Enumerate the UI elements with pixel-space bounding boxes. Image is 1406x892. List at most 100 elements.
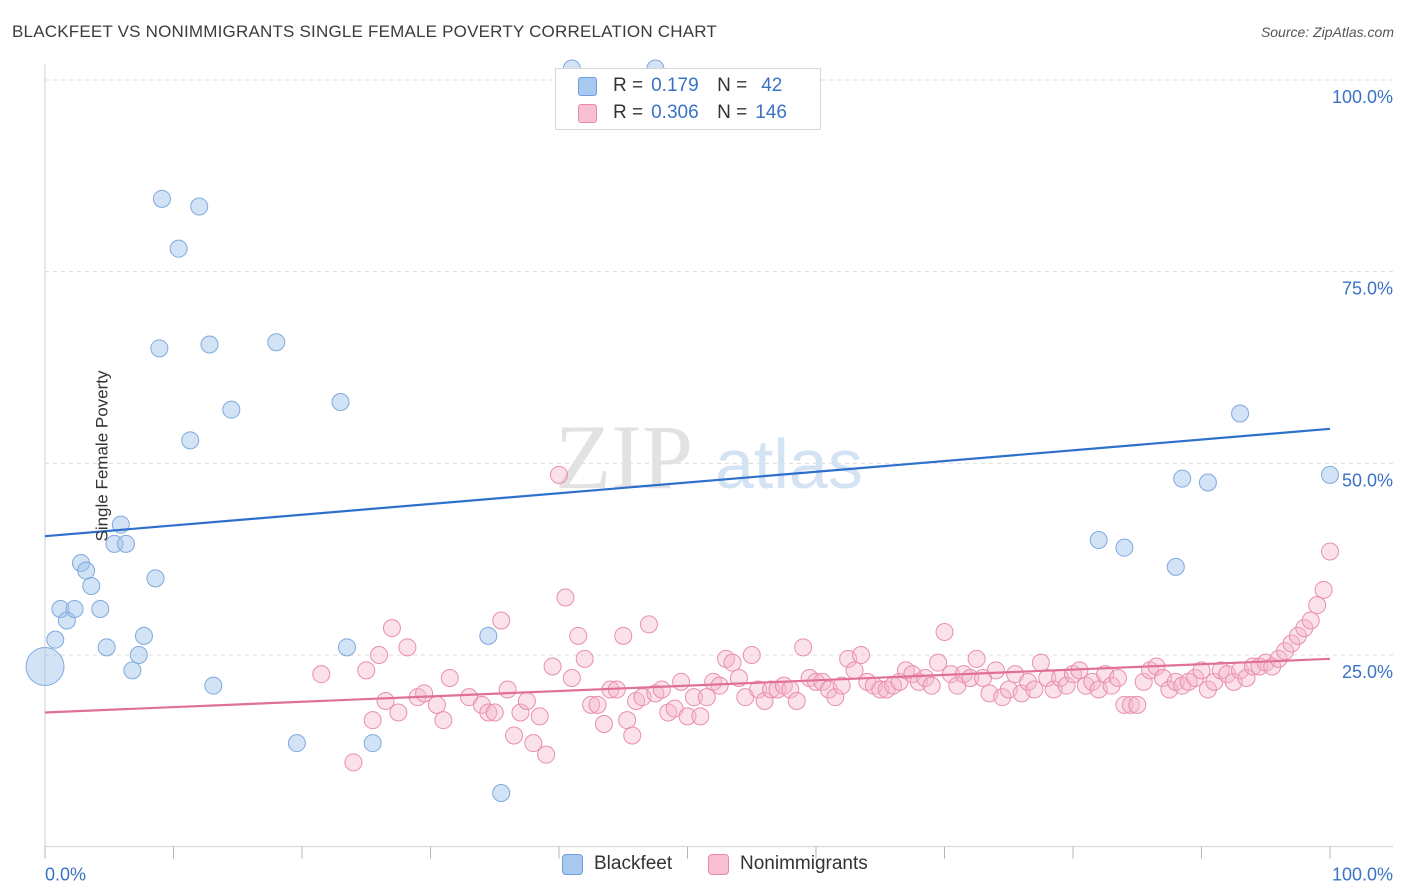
blackfeet-point bbox=[222, 400, 241, 419]
nonimmigrants-point bbox=[691, 707, 710, 726]
nonimmigrants-point bbox=[1198, 680, 1217, 699]
nonimmigrants-point bbox=[813, 672, 832, 691]
blackfeet-point bbox=[82, 577, 101, 595]
nonimmigrants-point bbox=[389, 703, 408, 722]
nonimmigrants-point bbox=[1321, 542, 1339, 561]
nonimmigrants-point bbox=[652, 680, 671, 699]
blackfeet-point bbox=[123, 661, 142, 680]
nonimmigrants-point bbox=[697, 688, 716, 707]
nonimmigrants-point bbox=[672, 672, 691, 691]
correlation-legend: R = 0.179 N = 42 R = 0.306 N = 146 bbox=[555, 68, 821, 130]
blackfeet-points bbox=[25, 59, 1339, 802]
blackfeet-point bbox=[150, 339, 169, 358]
nonimmigrants-point bbox=[344, 753, 363, 772]
nonimmigrants-point bbox=[543, 657, 562, 676]
nonimmigrants-point bbox=[1237, 669, 1256, 687]
nonimmigrants-point bbox=[1288, 626, 1307, 645]
nonimmigrants-point bbox=[639, 615, 658, 634]
blackfeet-point bbox=[1115, 538, 1134, 557]
nonimmigrants-point bbox=[916, 669, 935, 687]
blackfeet-point bbox=[134, 626, 153, 645]
trend-layer bbox=[44, 427, 1331, 714]
nonimmigrants-point bbox=[511, 703, 530, 722]
nonimmigrants-points bbox=[312, 465, 1339, 772]
nonimmigrants-point bbox=[550, 465, 568, 484]
nonimmigrants-point bbox=[1057, 676, 1076, 695]
nonimmigrants-point bbox=[1295, 619, 1314, 638]
nonimmigrants-point bbox=[623, 726, 642, 745]
blackfeet-point bbox=[116, 534, 135, 553]
watermark-atlas: atlas bbox=[715, 425, 863, 503]
blackfeet-point bbox=[337, 638, 356, 657]
nonimmigrants-point bbox=[755, 692, 774, 710]
blackfeet-point bbox=[1231, 404, 1250, 423]
nonimmigrants-point bbox=[376, 692, 395, 710]
nonimmigrants-point bbox=[1115, 695, 1134, 714]
nonimmigrants-point bbox=[967, 649, 986, 668]
nonimmigrants-point bbox=[530, 707, 549, 726]
nonimmigrants-point bbox=[1128, 695, 1147, 714]
nonimmigrants-trendline bbox=[44, 657, 1331, 714]
blackfeet-point bbox=[65, 600, 84, 618]
blackfeet-point bbox=[1166, 557, 1185, 576]
blackfeet-point bbox=[97, 638, 116, 657]
blackfeet-point bbox=[204, 676, 223, 695]
nonimmigrants-point bbox=[485, 703, 504, 722]
nonimmigrants-point bbox=[370, 646, 389, 664]
nonimmigrants-point bbox=[524, 734, 543, 753]
nonimmigrants-point bbox=[1186, 669, 1205, 687]
nonimmigrants-point bbox=[1019, 672, 1038, 691]
nonimmigrants-point bbox=[993, 688, 1012, 707]
blackfeet-point bbox=[152, 189, 171, 208]
tick-labels: 25.0% 50.0% 75.0% 100.0% 0.0% 100.0% bbox=[45, 87, 1393, 885]
nonimmigrants-point bbox=[569, 626, 588, 645]
nonimmigrants-point bbox=[826, 688, 845, 707]
grid-layer bbox=[45, 79, 1393, 656]
x-tick-label-max: 100.0% bbox=[1332, 865, 1393, 885]
blackfeet-point bbox=[1321, 465, 1339, 484]
nonimmigrants-point bbox=[398, 638, 417, 657]
nonimmigrants-point bbox=[562, 669, 581, 687]
source-label: Source: ZipAtlas.com bbox=[1260, 24, 1394, 40]
nonimmigrants-point bbox=[1121, 695, 1140, 714]
nonimmigrants-point bbox=[851, 646, 870, 664]
series-swatch-blackfeet bbox=[562, 853, 583, 875]
series-swatch-nonimmigrants bbox=[708, 853, 729, 875]
series-legend: Blackfeet Nonimmigrants bbox=[0, 851, 1406, 877]
nonimmigrants-point bbox=[787, 692, 806, 710]
nonimmigrants-point bbox=[556, 588, 575, 607]
blackfeet-point bbox=[91, 600, 110, 618]
blackfeet-point bbox=[1198, 473, 1217, 492]
nonimmigrants-point bbox=[382, 619, 401, 638]
blackfeet-point bbox=[1089, 531, 1108, 549]
blackfeet-point bbox=[146, 569, 165, 588]
nonimmigrants-point bbox=[723, 653, 742, 672]
nonimmigrants-point bbox=[742, 646, 761, 664]
nonimmigrants-point bbox=[582, 695, 601, 714]
nonimmigrants-point bbox=[935, 623, 954, 641]
legend-swatch-nonimmigrants bbox=[578, 103, 597, 123]
nonimmigrants-point bbox=[357, 661, 376, 680]
blackfeet-point bbox=[77, 561, 96, 580]
blackfeet-point bbox=[169, 239, 188, 258]
nonimmigrants-point bbox=[1192, 661, 1211, 680]
legend-n-label: N = bbox=[717, 102, 748, 123]
blackfeet-point bbox=[479, 626, 498, 645]
nonimmigrants-point bbox=[363, 711, 382, 730]
nonimmigrants-point bbox=[312, 665, 331, 684]
nonimmigrants-point bbox=[1269, 649, 1288, 668]
legend-swatch-blackfeet bbox=[578, 76, 597, 96]
blackfeet-point bbox=[181, 431, 200, 450]
y-tick-label: 100.0% bbox=[1332, 87, 1393, 107]
nonimmigrants-point bbox=[678, 707, 697, 726]
legend-r-value: 0.306 bbox=[651, 102, 699, 123]
nonimmigrants-point bbox=[588, 695, 607, 714]
nonimmigrants-point bbox=[1102, 676, 1121, 695]
blackfeet-point bbox=[267, 333, 286, 352]
blackfeet-point bbox=[51, 600, 70, 618]
legend-r-value: 0.179 bbox=[651, 75, 699, 96]
nonimmigrants-point bbox=[1301, 611, 1320, 630]
nonimmigrants-point bbox=[1134, 672, 1153, 691]
blackfeet-point bbox=[25, 647, 65, 686]
